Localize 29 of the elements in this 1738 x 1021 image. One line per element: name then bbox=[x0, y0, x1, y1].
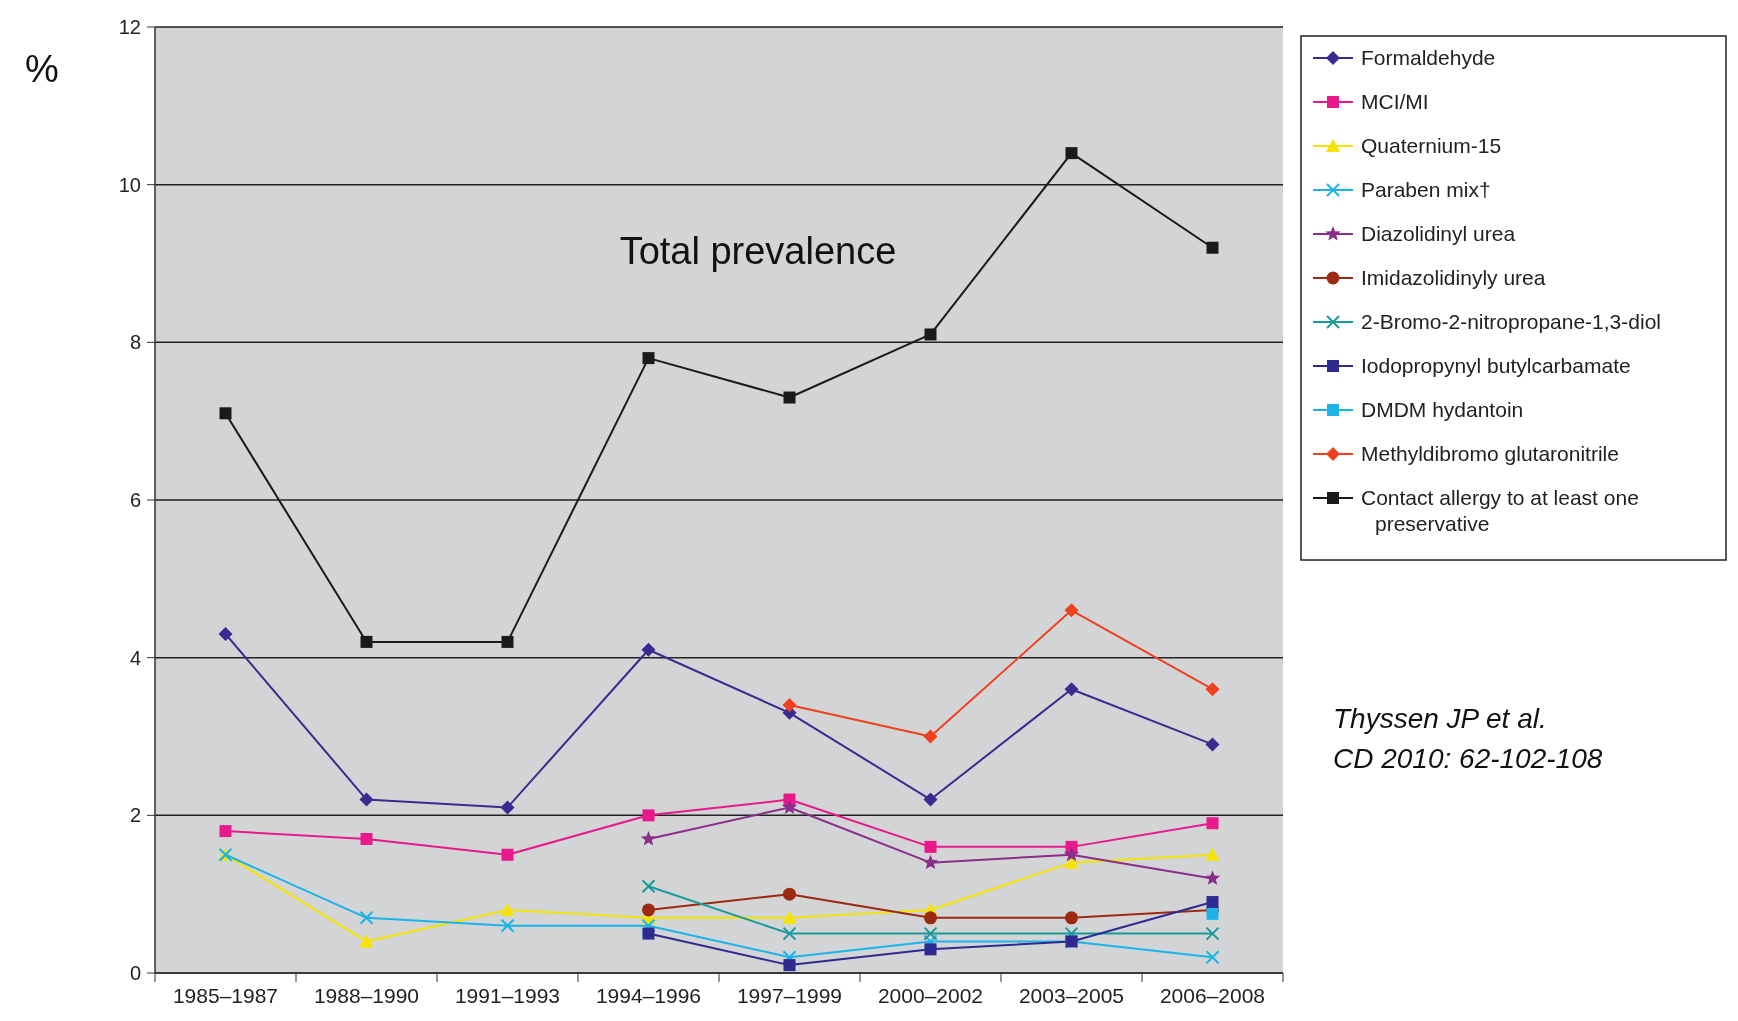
y-tick-label: 0 bbox=[129, 962, 141, 984]
text: Thyssen JP et al. CD 2010: 62-102-108 bbox=[1333, 703, 1603, 774]
legend-label: Imidazolidinyly urea bbox=[1361, 266, 1546, 290]
legend-label: Quaternium-15 bbox=[1361, 134, 1502, 158]
legend-label: 2-Bromo-2-nitropropane-1,3-diol bbox=[1361, 310, 1661, 334]
legend-label: DMDM hydantoin bbox=[1361, 398, 1524, 422]
annotation: Total prevalence bbox=[619, 230, 897, 273]
legend-label: Contact allergy to at least one preservative bbox=[1361, 486, 1639, 536]
y-axis-title: % bbox=[25, 48, 59, 90]
legend-label: Diazolidinyl urea bbox=[1361, 222, 1516, 246]
y-tick-label: 4 bbox=[129, 646, 141, 669]
y-tick-label: 12 bbox=[118, 16, 141, 38]
x-tick-label: 2000–2002 bbox=[877, 984, 984, 1007]
y-tick-label: 2 bbox=[129, 804, 141, 827]
y-tick-label: 8 bbox=[129, 331, 141, 354]
x-tick-label: 1985–1987 bbox=[172, 984, 279, 1007]
y-tick-label: 6 bbox=[129, 489, 141, 511]
legend-label: MCI/MI bbox=[1361, 90, 1429, 114]
x-tick-label: 1988–1990 bbox=[313, 984, 420, 1007]
legend-label: Paraben mix† bbox=[1361, 178, 1491, 202]
legend-label: Iodopropynyl butylcarbamate bbox=[1361, 354, 1631, 378]
legend-label: Formaldehyde bbox=[1361, 46, 1496, 70]
x-tick-label: 2003–2005 bbox=[1018, 984, 1125, 1007]
x-tick-label: 1994–1996 bbox=[595, 984, 702, 1007]
legend-label: Methyldibromo glutaronitrile bbox=[1361, 442, 1619, 466]
x-tick-label: 2006–2008 bbox=[1159, 984, 1266, 1007]
y-tick-label: 10 bbox=[118, 173, 141, 196]
x-tick-label: 1997–1999 bbox=[736, 984, 843, 1007]
x-tick-label: 1991–1993 bbox=[454, 984, 561, 1007]
